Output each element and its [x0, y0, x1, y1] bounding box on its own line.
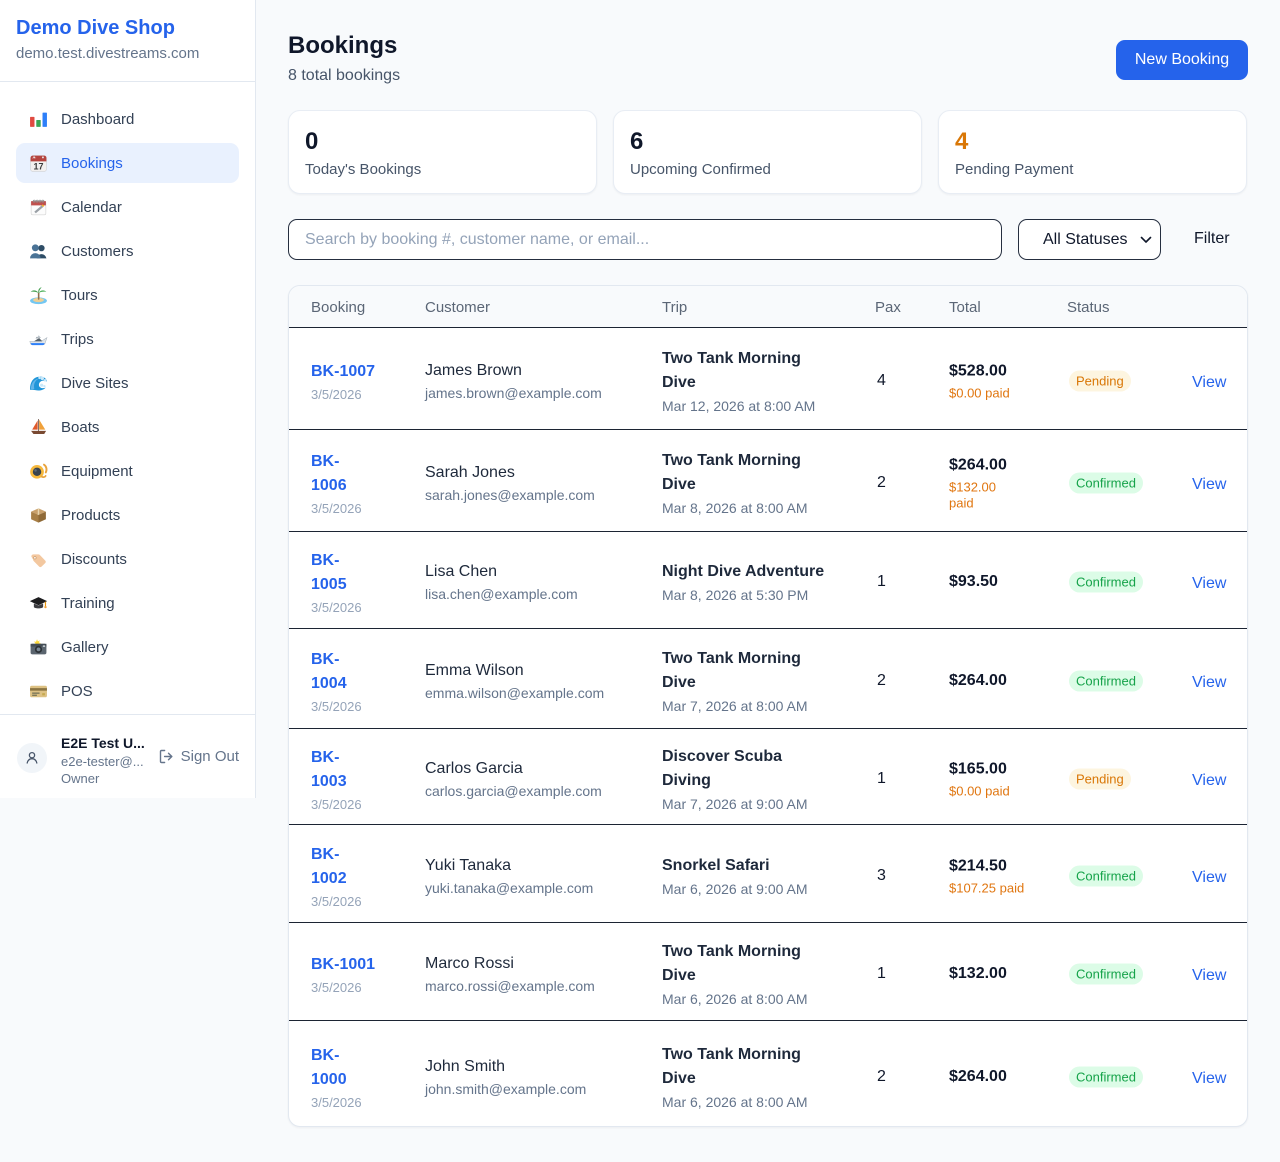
svg-text:17: 17 [34, 161, 44, 171]
